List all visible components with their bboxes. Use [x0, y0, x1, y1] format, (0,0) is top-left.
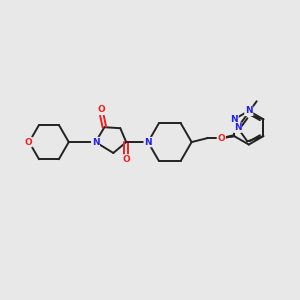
Text: N: N	[245, 106, 253, 116]
Text: O: O	[218, 134, 225, 142]
Text: N: N	[144, 138, 152, 147]
Text: N: N	[230, 115, 238, 124]
Text: O: O	[122, 155, 130, 164]
Text: N: N	[92, 138, 99, 147]
Text: N: N	[234, 123, 241, 132]
Text: O: O	[24, 138, 32, 147]
Text: O: O	[98, 105, 105, 114]
